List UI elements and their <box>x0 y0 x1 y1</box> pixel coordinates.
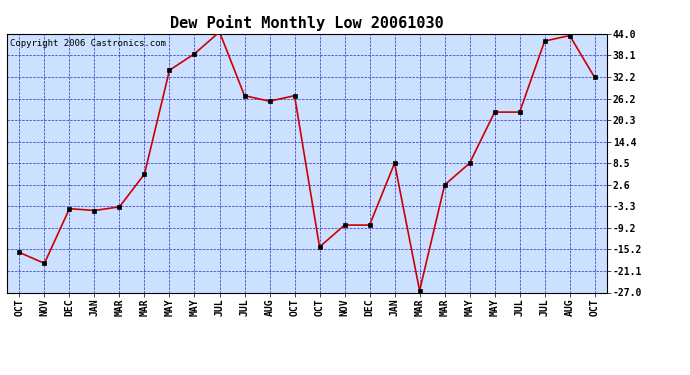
Title: Dew Point Monthly Low 20061030: Dew Point Monthly Low 20061030 <box>170 15 444 31</box>
Text: Copyright 2006 Castronics.com: Copyright 2006 Castronics.com <box>10 39 166 48</box>
